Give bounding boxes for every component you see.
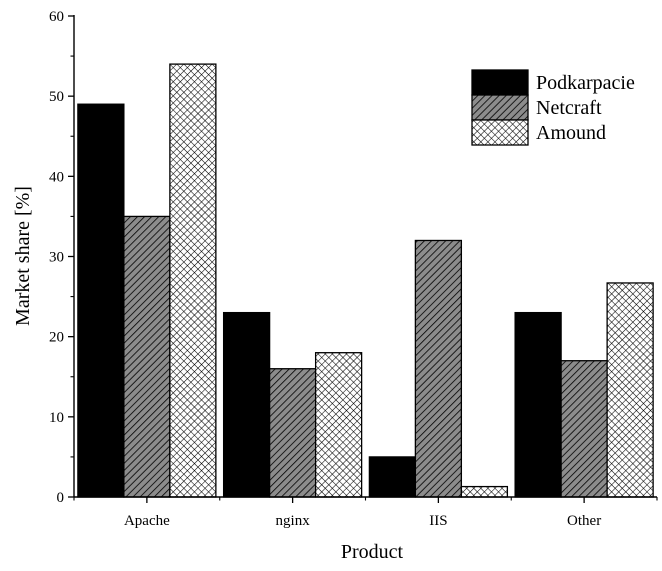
bar-netcraft-iis xyxy=(415,240,461,497)
bar-podkarpacie-apache xyxy=(78,104,124,497)
y-tick-label-60: 60 xyxy=(49,9,64,25)
legend-label-amound: Amound xyxy=(536,122,606,144)
y-axis-title: Market share [%] xyxy=(12,186,34,326)
x-tick-label-other: Other xyxy=(567,513,601,529)
legend-label-podkarpacie: Podkarpacie xyxy=(536,72,635,94)
x-axis-title: Product xyxy=(341,541,404,563)
legend-swatch-netcraft xyxy=(472,95,528,120)
legend-swatch-podkarpacie xyxy=(472,70,528,95)
legend-label-netcraft: Netcraft xyxy=(536,97,602,119)
x-tick-label-apache: Apache xyxy=(124,513,170,529)
x-tick-label-iis: IIS xyxy=(429,513,447,529)
legend-swatch-amound xyxy=(472,120,528,145)
y-tick-label-0: 0 xyxy=(57,490,65,506)
bar-netcraft-nginx xyxy=(270,369,316,497)
y-tick-label-20: 20 xyxy=(49,330,64,346)
y-tick-label-50: 50 xyxy=(49,89,64,105)
x-tick-label-nginx: nginx xyxy=(276,513,311,529)
bar-amound-other xyxy=(607,283,653,497)
bar-podkarpacie-nginx xyxy=(224,313,270,497)
y-tick-label-30: 30 xyxy=(49,250,64,266)
legend: Podkarpacie Netcraft Amound xyxy=(472,70,635,145)
bar-podkarpacie-other xyxy=(515,313,561,497)
bar-netcraft-apache xyxy=(124,216,170,497)
bar-amound-nginx xyxy=(316,353,362,497)
y-tick-label-40: 40 xyxy=(49,169,64,185)
bar-podkarpacie-iis xyxy=(369,457,415,497)
bar-netcraft-other xyxy=(561,361,607,497)
bar-amound-iis xyxy=(461,487,507,497)
bar-amound-apache xyxy=(170,64,216,497)
y-tick-label-10: 10 xyxy=(49,410,64,426)
